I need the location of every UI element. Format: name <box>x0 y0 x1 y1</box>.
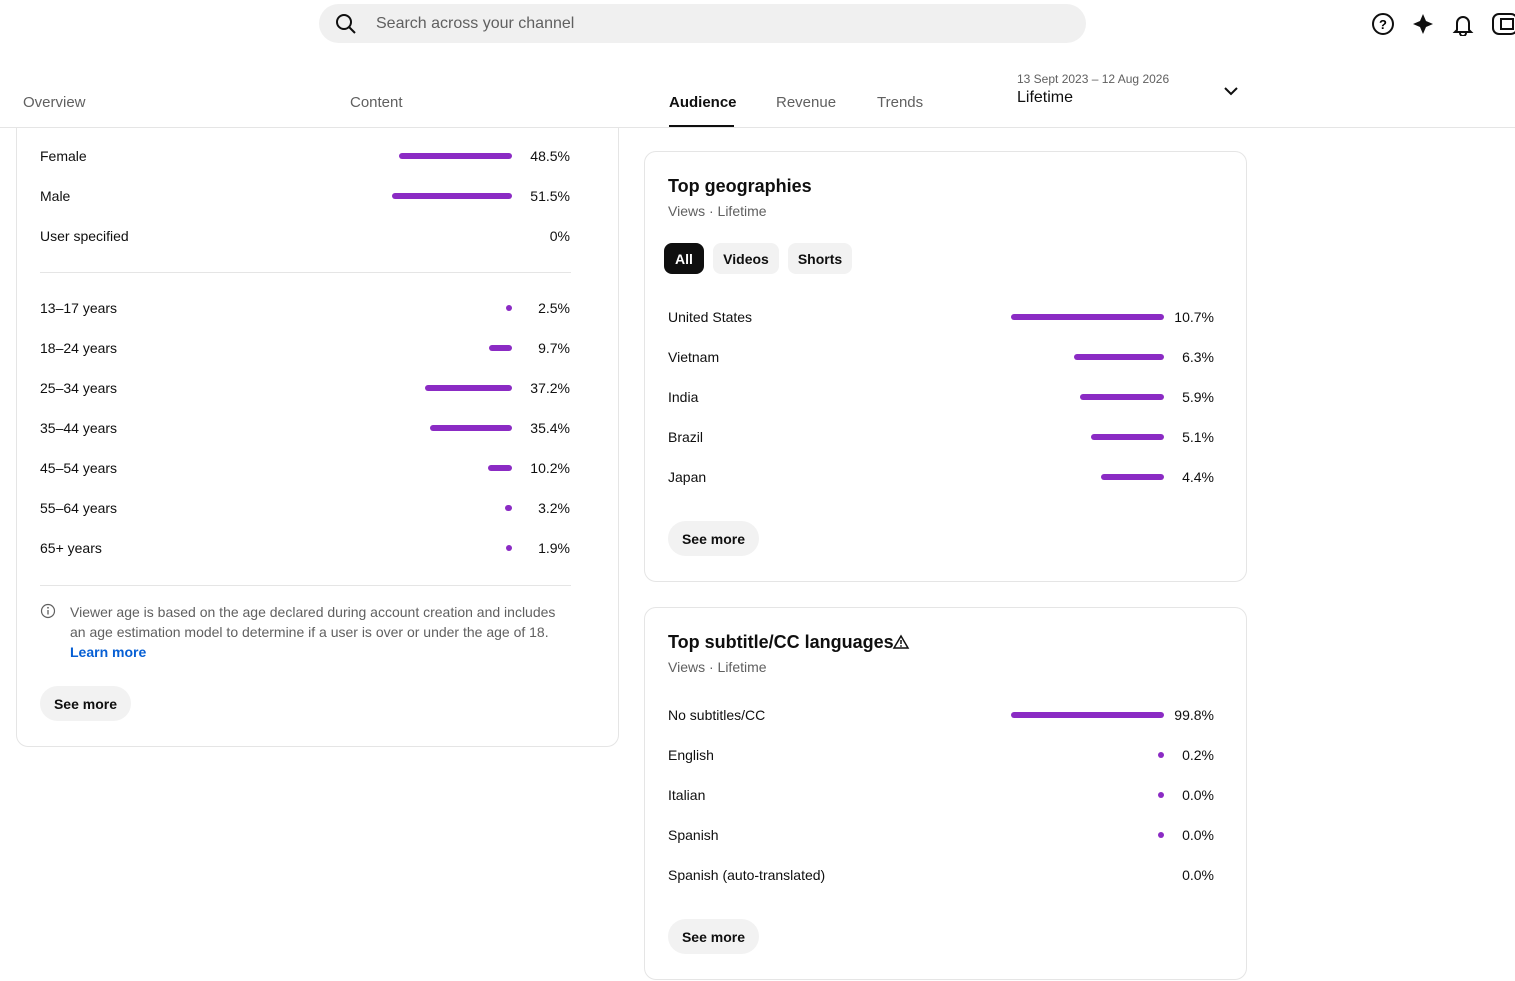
row-label: Brazil <box>668 429 704 445</box>
search-icon <box>336 14 356 34</box>
bar <box>1158 832 1164 838</box>
tab[interactable]: Content <box>350 94 403 111</box>
bar <box>429 425 512 431</box>
geographies-card <box>644 151 1247 582</box>
row-value: 35.4% <box>530 420 570 436</box>
date-range: 13 Sept 2023 – 12 Aug 2026 <box>1017 72 1170 86</box>
row-label: 55–64 years <box>40 500 118 516</box>
bar <box>1158 752 1164 758</box>
filter-chip-active[interactable]: All <box>664 243 704 274</box>
row-value: 2.5% <box>538 300 570 316</box>
row-value: 0.0% <box>1182 827 1214 843</box>
age-note-text: Viewer age is based on the age declared … <box>70 604 556 640</box>
row-value: 9.7% <box>538 340 570 356</box>
filter-chip[interactable]: Shorts <box>788 243 852 274</box>
row-label: Italian <box>668 787 706 803</box>
row-value: 0.2% <box>1182 747 1214 763</box>
card-subtitle: Views · Lifetime <box>668 659 767 675</box>
row-value: 99.8% <box>1174 707 1214 723</box>
row-label: United States <box>668 309 753 325</box>
tab[interactable]: Revenue <box>776 94 837 111</box>
row-value: 0.0% <box>1182 787 1214 803</box>
divider <box>40 272 571 273</box>
bar <box>488 465 512 471</box>
age-note: Viewer age is based on the age declared … <box>70 602 570 662</box>
row-value: 3.2% <box>538 500 570 516</box>
tab-active[interactable]: Audience <box>669 94 737 111</box>
row-label: 13–17 years <box>40 300 118 316</box>
card-title: Top geographies <box>668 176 812 196</box>
bar <box>1079 394 1164 400</box>
row-label: Female <box>40 148 87 164</box>
see-more-button[interactable]: See more <box>668 521 759 556</box>
row-label: India <box>668 389 699 405</box>
tab[interactable]: Trends <box>877 94 924 111</box>
row-label: English <box>668 747 714 763</box>
bar <box>392 193 512 199</box>
bar <box>1011 314 1164 320</box>
row-label: Japan <box>668 469 707 485</box>
bar <box>506 545 512 551</box>
subtitles-card <box>644 607 1247 980</box>
bar <box>506 305 512 311</box>
row-label: Vietnam <box>668 349 720 365</box>
row-label: 65+ years <box>40 540 102 556</box>
row-value: 4.4% <box>1182 469 1214 485</box>
row-label: No subtitles/CC <box>668 707 766 723</box>
row-value: 51.5% <box>530 188 570 204</box>
see-more-button[interactable]: See more <box>40 686 131 721</box>
search-bar[interactable]: Search across your channel <box>319 4 1086 43</box>
bar <box>504 505 512 511</box>
card-subtitle: Views · Lifetime <box>668 203 767 219</box>
tab-underline <box>669 125 734 127</box>
row-value: 5.1% <box>1182 429 1214 445</box>
row-label: 35–44 years <box>40 420 118 436</box>
row-value: 0% <box>549 228 570 244</box>
search-placeholder: Search across your channel <box>376 15 575 32</box>
row-label: 18–24 years <box>40 340 118 356</box>
bar <box>1073 354 1164 360</box>
date-label[interactable]: Lifetime <box>1017 89 1074 106</box>
card-title: Top subtitle/CC languages <box>668 632 894 652</box>
info-icon <box>40 603 56 619</box>
warning-icon <box>892 634 910 649</box>
row-value: 10.7% <box>1174 309 1214 325</box>
filter-chip[interactable]: Videos <box>713 243 779 274</box>
row-label: Spanish (auto-translated) <box>668 867 826 883</box>
row-value: 37.2% <box>530 380 570 396</box>
tab[interactable]: Overview <box>23 94 86 111</box>
bar <box>398 153 512 159</box>
row-value: 48.5% <box>530 148 570 164</box>
bar <box>489 345 512 351</box>
see-more-button[interactable]: See more <box>668 919 759 954</box>
toolbar-icons: ? <box>1372 13 1515 36</box>
row-value: 5.9% <box>1182 389 1214 405</box>
age-gender-card <box>16 90 619 747</box>
row-label: Male <box>40 188 71 204</box>
row-label: 45–54 years <box>40 460 118 476</box>
row-label: User specified <box>40 228 129 244</box>
dropdown-chevron[interactable] <box>1222 84 1240 98</box>
bar <box>1101 474 1164 480</box>
bar <box>1011 712 1164 718</box>
row-value: 10.2% <box>530 460 570 476</box>
divider <box>40 585 571 586</box>
bar <box>1091 434 1164 440</box>
row-value: 0.0% <box>1182 867 1214 883</box>
bar <box>1158 792 1164 798</box>
row-label: Spanish <box>668 827 719 843</box>
bar <box>425 385 512 391</box>
learn-more-link[interactable]: Learn more <box>70 644 147 660</box>
row-label: 25–34 years <box>40 380 118 396</box>
svg-text:?: ? <box>1379 17 1387 32</box>
row-value: 1.9% <box>538 540 570 556</box>
row-value: 6.3% <box>1182 349 1214 365</box>
